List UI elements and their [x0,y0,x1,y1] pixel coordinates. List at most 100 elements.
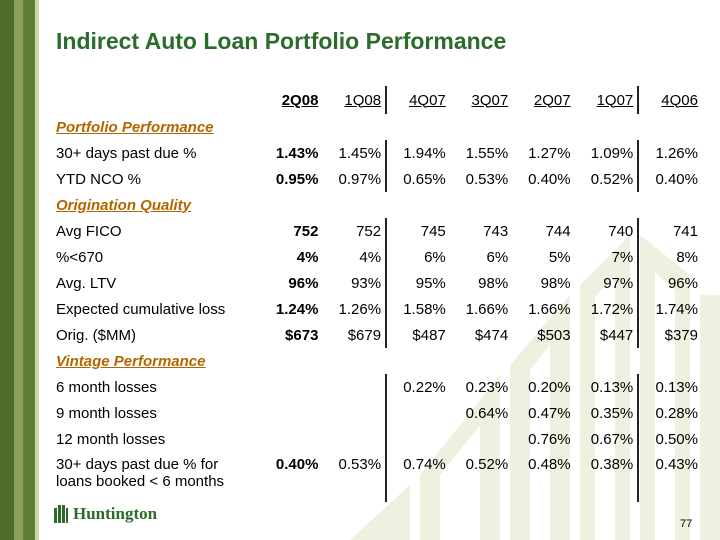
cell: 0.40% [275,456,319,473]
cell: 0.28% [637,400,702,426]
cell: 0.48% [528,456,571,473]
col-header: 3Q07 [471,91,509,109]
cell: 1.72% [590,300,634,318]
col-header: 2Q07 [533,91,571,109]
table-row: 9 month losses 0.64% 0.47% 0.35% 0.28% [52,400,702,426]
cell: $379 [637,322,702,348]
left-stripe-dark [0,0,14,540]
cell: 0.50% [637,426,702,452]
col-header: 1Q07 [596,91,634,109]
row-label: 9 month losses [56,404,157,422]
cell: 0.20% [528,378,571,396]
cell: 1.26% [637,140,702,166]
cell: 0.53% [338,456,382,473]
section-origination: Origination Quality [56,196,192,214]
row-label: YTD NCO % [56,170,142,188]
section-portfolio: Portfolio Performance [56,118,214,136]
cell: 0.13% [590,378,634,396]
cell: 4% [359,248,382,266]
cell: 1.66% [528,300,571,318]
cell: 93% [351,274,382,292]
row-label-line1: 30+ days past due % for [56,456,219,473]
cell: 6% [486,248,509,266]
cell: 0.38% [590,456,634,473]
cell: 1.66% [465,300,509,318]
header-blank [52,86,260,114]
left-stripe-light [14,0,23,540]
cell: 0.23% [465,378,509,396]
left-stripe-mid [23,0,35,540]
cell: 1.45% [338,144,382,162]
cell: 98% [540,274,571,292]
cell [260,400,322,426]
cell: 1.09% [590,144,634,162]
cell: 0.22% [385,374,450,400]
cell: 1.55% [465,144,509,162]
table-row: 12 month losses 0.76% 0.67% 0.50% [52,426,702,452]
row-label: Avg. LTV [56,274,117,292]
cell: 1.58% [385,296,450,322]
row-label: 12 month losses [56,430,166,448]
row-label: Orig. ($MM) [56,326,136,344]
cell: 95% [385,270,450,296]
cell: 0.65% [385,166,450,192]
huntington-logo: Huntington [54,504,157,524]
cell [260,374,322,400]
cell: 4% [296,248,319,266]
cell: 0.43% [637,452,702,502]
row-label: Avg FICO [56,222,122,240]
performance-table: 2Q08 1Q08 4Q07 3Q07 2Q07 1Q07 4Q06 Portf… [52,86,702,502]
section-vintage: Vintage Performance [56,352,206,370]
section-row: Portfolio Performance [52,114,702,140]
cell: 1.27% [528,144,571,162]
cell: 0.13% [637,374,702,400]
cell: 740 [608,222,634,240]
cell: 0.95% [275,170,319,188]
cell [385,400,450,426]
cell [385,426,450,452]
table-row: Avg FICO 752 752 745 743 744 740 741 [52,218,702,244]
row-label: %<670 [56,248,104,266]
cell: 8% [637,244,702,270]
cell [260,426,322,452]
cell: 0.53% [465,170,509,188]
cell: 7% [611,248,634,266]
cell: 0.64% [465,404,509,422]
page-title: Indirect Auto Loan Portfolio Performance [56,28,507,54]
cell: 0.52% [465,456,509,473]
cell [450,426,512,452]
table-row: Expected cumulative loss 1.24% 1.26% 1.5… [52,296,702,322]
header-row: 2Q08 1Q08 4Q07 3Q07 2Q07 1Q07 4Q06 [52,86,702,114]
cell: 5% [548,248,571,266]
table-row: Avg. LTV 96% 93% 95% 98% 98% 97% 96% [52,270,702,296]
table-row: 6 month losses 0.22% 0.23% 0.20% 0.13% 0… [52,374,702,400]
table-row: %<670 4% 4% 6% 6% 5% 7% 8% [52,244,702,270]
cell: 0.35% [590,404,634,422]
cell: $673 [285,326,319,344]
cell: 0.40% [637,166,702,192]
cell: 752 [293,222,319,240]
left-stripe-pale [35,0,39,540]
huntington-logo-icon [54,505,68,523]
table-row: 30+ days past due % for loans booked < 6 … [52,452,702,502]
cell: 0.74% [385,452,450,502]
cell: 0.67% [590,430,634,448]
cell: 1.94% [385,140,450,166]
col-header: 4Q06 [637,86,702,114]
cell: 96% [637,270,702,296]
cell: 744 [545,222,571,240]
page-number: 77 [680,518,693,530]
row-label-line2: loans booked < 6 months [56,473,225,490]
col-header: 1Q08 [344,91,382,109]
cell: $679 [347,326,382,344]
cell: 98% [478,274,509,292]
logo-text: Huntington [73,504,158,523]
cell: 752 [356,222,382,240]
cell: 743 [483,222,509,240]
col-header: 4Q07 [385,86,450,114]
cell: 6% [385,244,450,270]
table-row: YTD NCO % 0.95% 0.97% 0.65% 0.53% 0.40% … [52,166,702,192]
row-label: 6 month losses [56,378,157,396]
section-row: Vintage Performance [52,348,702,374]
section-row: Origination Quality [52,192,702,218]
